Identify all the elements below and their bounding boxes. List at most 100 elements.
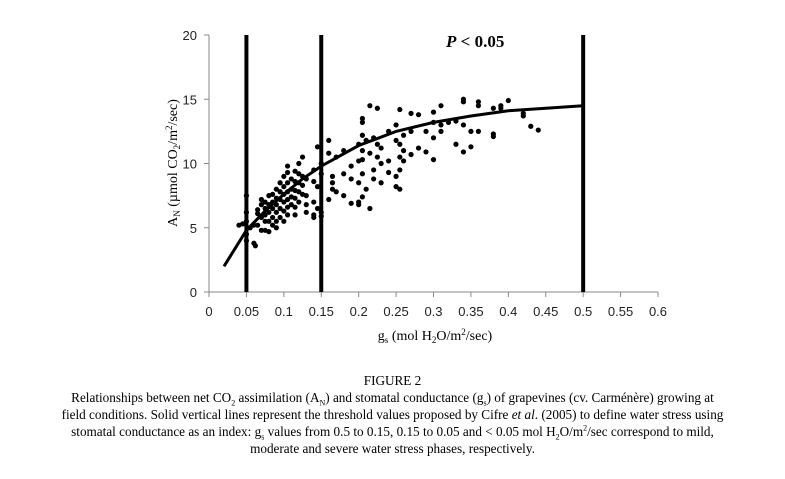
data-point: [348, 176, 354, 182]
data-point: [393, 137, 399, 143]
data-point: [415, 112, 422, 118]
x-tick-label: 0.5: [574, 304, 592, 319]
data-point: [277, 180, 283, 186]
significance-annotation: P < 0.05: [445, 32, 504, 51]
data-point: [528, 123, 534, 129]
data-point: [292, 168, 298, 174]
data-point: [281, 208, 287, 214]
x-tick-label: 0.2: [350, 304, 368, 319]
data-point: [374, 154, 380, 160]
data-point: [367, 103, 373, 109]
x-tick-label: 0.05: [234, 304, 259, 319]
data-point: [348, 163, 354, 169]
data-point: [296, 160, 302, 167]
data-point: [386, 169, 392, 176]
data-point: [311, 178, 317, 185]
data-point: [270, 191, 276, 197]
data-point: [326, 196, 332, 203]
caption-segment: 2: [231, 398, 236, 408]
y-tick-label: 0: [190, 285, 197, 300]
data-point: [359, 132, 366, 138]
data-point: [284, 169, 291, 176]
data-point: [258, 196, 264, 203]
data-point: [367, 205, 373, 212]
caption-segment: ) of grapevines (cv. Carménère) growing …: [486, 390, 714, 405]
data-point: [284, 163, 291, 169]
caption-segment: /sec correspond to mild,: [587, 424, 714, 439]
y-tick-label: 5: [190, 221, 197, 236]
data-point: [341, 193, 347, 199]
data-point: [408, 151, 414, 158]
data-point: [299, 182, 306, 188]
x-tick-label: 0.15: [309, 304, 334, 319]
data-point: [423, 149, 429, 155]
data-point: [284, 212, 291, 218]
data-point: [273, 209, 279, 215]
scatter-chart: 0 5 10 15 20 0 0.05 0.1 0.15 0.2 0.25 0.3 0.35 0.4 0.4…: [164, 28, 668, 345]
data-point: [284, 196, 291, 203]
data-point: [341, 171, 347, 177]
data-point: [505, 97, 511, 104]
caption-segment: N: [319, 398, 326, 408]
data-point: [359, 115, 366, 122]
data-point: [292, 195, 298, 201]
axes: 0 5 10 15 20 0 0.05 0.1 0.15 0.2 0.25 0.3 0.35 0.4 0.4…: [183, 28, 668, 319]
caption-line: stomatal conductance as an index: gs val…: [0, 423, 785, 442]
data-point: [430, 109, 437, 115]
x-tick-label: 0.3: [424, 304, 442, 319]
caption-segment: O/m: [559, 424, 584, 439]
data-point: [329, 180, 336, 186]
caption-segment: . (2005) to define water stress using: [534, 407, 724, 422]
caption-segment: et al: [511, 407, 535, 422]
data-point: [397, 186, 403, 192]
data-point: [367, 150, 373, 156]
data-point: [415, 145, 422, 151]
data-point: [378, 160, 384, 167]
data-point: [520, 113, 526, 119]
caption-segment: s: [261, 432, 265, 442]
data-point: [438, 128, 444, 134]
caption-segment: assimilation (A: [235, 390, 320, 405]
data-point: [430, 135, 437, 141]
y-tick-label: 15: [183, 92, 197, 107]
data-point: [292, 204, 298, 210]
y-tick-label: 20: [183, 28, 197, 43]
data-point: [423, 128, 429, 134]
data-point: [438, 103, 444, 109]
figure-caption: FIGURE 2 Relationships between net CO2 a…: [0, 372, 785, 457]
data-point: [314, 205, 321, 212]
data-point: [284, 204, 291, 210]
caption-segment: ) and stomatal conductance (g: [325, 390, 484, 405]
caption-line: Relationships between net CO2 assimilati…: [0, 389, 785, 408]
data-points: [236, 96, 541, 249]
data-point: [460, 99, 467, 105]
data-point: [397, 167, 403, 173]
data-point: [266, 218, 272, 224]
data-point: [535, 127, 541, 133]
x-tick-label: 0.1: [275, 304, 293, 319]
data-point: [359, 148, 366, 154]
data-point: [359, 171, 366, 177]
data-point: [255, 207, 261, 213]
data-point: [266, 209, 272, 215]
data-point: [453, 141, 459, 147]
data-point: [299, 154, 306, 160]
data-point: [255, 222, 261, 228]
x-tick-label: 0.45: [533, 304, 558, 319]
data-point: [284, 180, 291, 186]
data-point: [329, 173, 336, 179]
x-axis-label: gs (mol H2O/m2/sec): [378, 327, 493, 345]
data-point: [393, 173, 399, 179]
data-point: [386, 158, 392, 164]
caption-segment: field conditions. Solid vertical lines r…: [61, 407, 512, 422]
data-point: [258, 202, 264, 208]
fit-curve: [222, 104, 584, 268]
data-point: [273, 218, 279, 224]
data-point: [311, 199, 317, 205]
data-point: [296, 171, 302, 177]
data-point: [311, 214, 317, 221]
y-tick-label: 10: [183, 157, 197, 172]
data-point: [397, 141, 403, 147]
data-point: [240, 221, 246, 227]
